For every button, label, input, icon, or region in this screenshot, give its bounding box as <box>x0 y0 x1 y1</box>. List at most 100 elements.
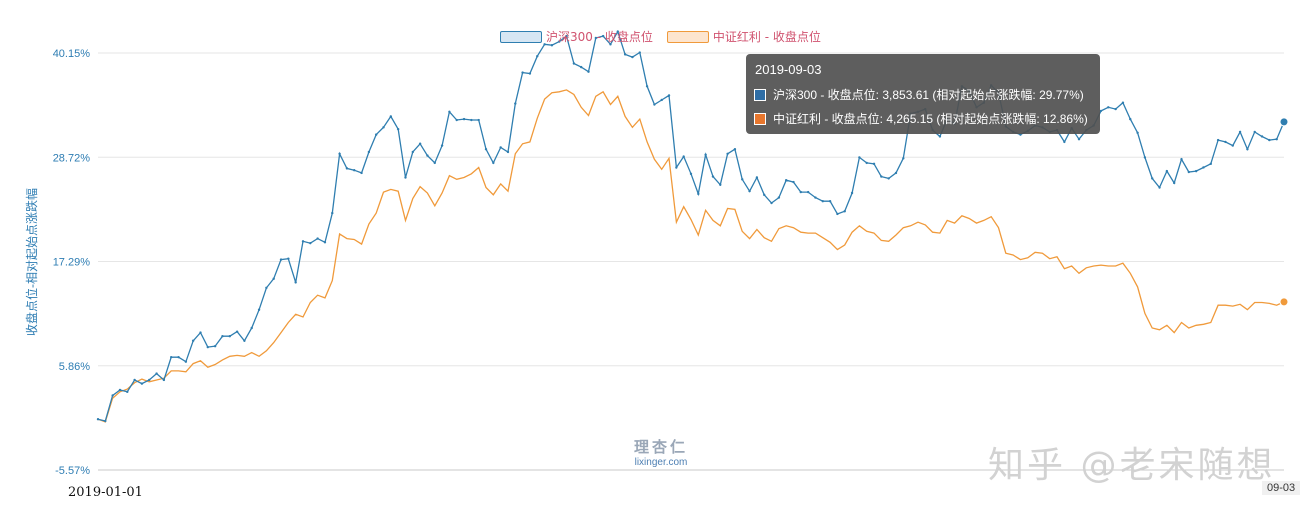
data-point-hs300 <box>148 378 151 382</box>
series-line-hs300 <box>97 29 1285 422</box>
data-point-hs300 <box>243 339 246 342</box>
data-point-hs300 <box>755 176 759 179</box>
data-point-hs300 <box>433 161 436 165</box>
data-point-hs300 <box>711 175 715 178</box>
gridlines <box>98 52 1284 471</box>
data-point-hs300 <box>396 127 400 131</box>
series-line-zzhl <box>97 89 1285 423</box>
series-hs300 <box>96 29 1289 423</box>
x-axis-start-label: 2019-01-01 <box>68 485 143 500</box>
data-point-hs300 <box>1172 181 1176 185</box>
data-point-hs300 <box>594 36 598 40</box>
data-point-hs300 <box>1136 131 1139 135</box>
data-point-hs300 <box>645 85 649 88</box>
legend-item-hs300[interactable]: 沪深300 - 收盘点位 <box>500 28 653 45</box>
data-point-hs300 <box>199 331 202 334</box>
data-point-hs300 <box>770 201 773 205</box>
data-point-hs300 <box>609 43 612 46</box>
tooltip-row-zzhl: 中证红利 - 收盘点位: 4,265.15 (相对起始点涨跌幅: 12.86%) <box>754 110 1092 127</box>
data-point-hs300 <box>382 126 385 129</box>
data-point-hs300 <box>521 71 524 74</box>
tooltip-swatch-hs300 <box>754 88 766 101</box>
legend-label-hs300: 沪深300 - 收盘点位 <box>546 30 653 44</box>
data-point-hs300 <box>1268 138 1271 142</box>
data-point-hs300 <box>558 40 561 43</box>
data-point-hs300 <box>191 339 195 342</box>
data-point-hs300 <box>206 345 210 349</box>
data-point-hs300 <box>894 171 898 175</box>
data-point-hs300 <box>1107 106 1110 109</box>
y-tick-label: 28.72% <box>53 152 91 164</box>
data-point-hs300 <box>404 176 407 179</box>
series-end-marker-hs300 <box>1279 117 1289 127</box>
data-point-hs300 <box>536 54 539 58</box>
x-axis-end-label: 09-03 <box>1262 481 1301 495</box>
data-point-hs300 <box>763 193 766 197</box>
data-point-hs300 <box>221 334 224 338</box>
data-point-hs300 <box>367 150 371 154</box>
data-point-hs300 <box>865 161 868 165</box>
data-point-hs300 <box>1231 144 1234 147</box>
y-tick-label: 5.86% <box>59 361 90 373</box>
data-point-hs300 <box>228 334 231 338</box>
data-point-hs300 <box>733 148 737 151</box>
data-point-hs300 <box>426 154 429 157</box>
data-point-hs300 <box>213 345 217 348</box>
data-point-hs300 <box>550 44 554 47</box>
data-point-hs300 <box>170 355 173 359</box>
data-point-hs300 <box>492 161 495 165</box>
data-point-hs300 <box>506 150 510 154</box>
data-point-hs300 <box>616 30 619 33</box>
data-point-hs300 <box>316 237 319 240</box>
data-point-hs300 <box>1099 109 1103 113</box>
data-point-hs300 <box>477 118 480 122</box>
y-tick-label: 17.29% <box>53 257 91 269</box>
data-point-hs300 <box>675 166 678 169</box>
data-point-hs300 <box>1238 130 1242 134</box>
data-point-hs300 <box>1246 148 1249 151</box>
data-point-hs300 <box>938 135 942 138</box>
data-point-hs300 <box>235 330 239 333</box>
tooltip-text-hs300: 沪深300 - 收盘点位: 3,853.61 (相对起始点涨跌幅: 29.77%… <box>773 88 1084 102</box>
data-point-hs300 <box>1209 162 1212 166</box>
data-point-hs300 <box>741 178 744 181</box>
data-point-hs300 <box>331 211 334 215</box>
data-point-hs300 <box>1143 156 1147 159</box>
chart-tooltip: 2019-09-03 沪深300 - 收盘点位: 3,853.61 (相对起始点… <box>746 54 1100 134</box>
zhihu-watermark: 知乎 @老宋随想 <box>988 445 1276 486</box>
data-point-hs300 <box>1121 101 1125 104</box>
lixinger-logo-text: 理杏仁 <box>633 438 688 456</box>
y-axis-label: 收盘点位-相对起始点涨跌幅 <box>24 188 39 336</box>
data-point-hs300 <box>587 70 590 73</box>
data-point-hs300 <box>858 156 861 159</box>
data-point-hs300 <box>309 241 312 245</box>
data-point-hs300 <box>565 34 568 38</box>
legend-swatch-zzhl <box>666 30 709 43</box>
data-point-hs300 <box>499 146 502 149</box>
tooltip-row-hs300: 沪深300 - 收盘点位: 3,853.61 (相对起始点涨跌幅: 29.77%… <box>754 86 1092 103</box>
data-point-hs300 <box>1158 186 1161 189</box>
data-point-hs300 <box>1114 107 1117 111</box>
data-point-hs300 <box>1260 135 1264 138</box>
legend-item-zzhl[interactable]: 中证红利 - 收盘点位 <box>666 28 821 45</box>
data-point-hs300 <box>880 175 883 178</box>
data-point-hs300 <box>792 180 795 184</box>
data-point-hs300 <box>806 190 810 194</box>
data-point-hs300 <box>528 72 532 75</box>
data-point-hs300 <box>828 200 832 203</box>
data-point-hs300 <box>689 172 693 176</box>
data-point-hs300 <box>418 142 422 145</box>
data-point-hs300 <box>353 169 356 172</box>
data-point-hs300 <box>748 189 751 193</box>
data-point-hs300 <box>514 102 517 105</box>
data-point-hs300 <box>301 240 305 243</box>
data-point-hs300 <box>638 51 641 54</box>
tooltip-text-zzhl: 中证红利 - 收盘点位: 4,265.15 (相对起始点涨跌幅: 12.86%) <box>773 112 1088 126</box>
y-tick-label: 40.15% <box>53 48 91 60</box>
data-point-hs300 <box>250 326 253 330</box>
data-point-hs300 <box>104 419 107 423</box>
data-point-hs300 <box>287 257 290 260</box>
data-point-hs300 <box>389 115 393 118</box>
data-point-hs300 <box>265 286 268 290</box>
